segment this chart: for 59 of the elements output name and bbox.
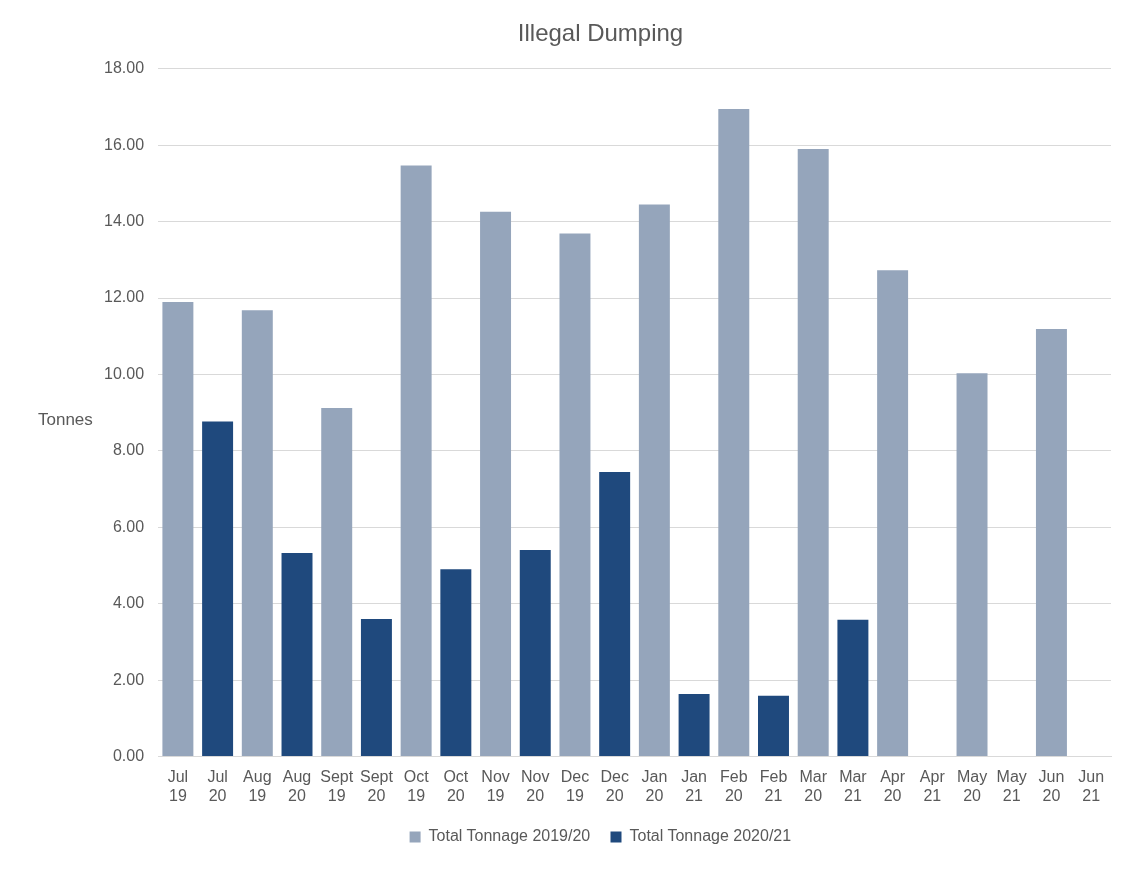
- x-tick-label: Dec 20: [600, 767, 629, 804]
- bar: [559, 233, 591, 757]
- x-tick-label: Jan 20: [641, 767, 668, 804]
- x-tick-label: Apr 21: [919, 767, 946, 804]
- y-axis-title: Tonnes: [38, 410, 93, 430]
- bar: [1035, 329, 1067, 757]
- chart-title: Illegal Dumping: [517, 19, 684, 47]
- bar: [480, 211, 512, 757]
- y-tick-label: 18.00: [103, 59, 145, 77]
- x-tick-label: Sept 19: [320, 767, 354, 804]
- bar: [877, 270, 909, 757]
- x-tick-label: Feb 21: [759, 767, 788, 804]
- x-tick-label: Apr 20: [880, 767, 906, 804]
- y-tick-label: 0.00: [112, 747, 145, 765]
- y-tick-label: 12.00: [103, 288, 145, 306]
- bar: [599, 471, 631, 757]
- x-tick-label: Jul 19: [167, 767, 189, 804]
- bar: [360, 619, 392, 757]
- bar: [956, 373, 988, 757]
- x-tick-label: Aug 19: [243, 767, 272, 804]
- x-tick-label: Aug 20: [282, 767, 312, 804]
- x-tick-label: Oct 19: [403, 767, 430, 804]
- y-tick-label: 16.00: [103, 135, 145, 153]
- x-tick-label: Dec 19: [560, 767, 590, 804]
- y-tick-label: 14.00: [103, 212, 145, 230]
- x-tick-label: Jun 20: [1038, 767, 1065, 804]
- bar: [440, 569, 472, 757]
- bar: [400, 165, 432, 757]
- legend-label: Total Tonnage 2020/21: [629, 827, 792, 845]
- bar: [797, 149, 829, 757]
- legend-label: Total Tonnage 2019/20: [428, 827, 591, 845]
- y-tick-label: 8.00: [112, 441, 145, 459]
- x-tick-label: Sept 20: [359, 767, 394, 804]
- x-tick-label: Feb 20: [720, 767, 748, 804]
- bar: [202, 421, 234, 757]
- bar: [281, 552, 313, 757]
- x-tick-label: Mar 21: [839, 767, 868, 804]
- bar: [837, 619, 869, 757]
- bar: [718, 108, 750, 757]
- x-tick-label: Jan 21: [681, 767, 707, 804]
- x-tick-label: Nov 20: [521, 767, 550, 804]
- x-tick-label: Mar 20: [799, 767, 828, 804]
- y-tick-label: 6.00: [112, 517, 145, 535]
- bar: [519, 549, 551, 757]
- x-tick-label: Jun 21: [1078, 767, 1105, 804]
- bar: [321, 408, 353, 757]
- x-tick-label: Oct 20: [443, 767, 469, 804]
- bar: [241, 310, 273, 757]
- bar: [162, 301, 194, 757]
- x-tick-label: Nov 19: [481, 767, 510, 804]
- bar: [758, 695, 789, 757]
- y-tick-label: 2.00: [112, 670, 145, 688]
- x-tick-label: May 21: [996, 767, 1027, 804]
- x-tick-label: Jul 20: [207, 767, 228, 804]
- y-tick-label: 10.00: [103, 364, 145, 382]
- y-tick-label: 4.00: [112, 594, 145, 612]
- x-tick-label: May 20: [956, 767, 988, 804]
- bar: [678, 693, 710, 757]
- bar: [638, 204, 670, 757]
